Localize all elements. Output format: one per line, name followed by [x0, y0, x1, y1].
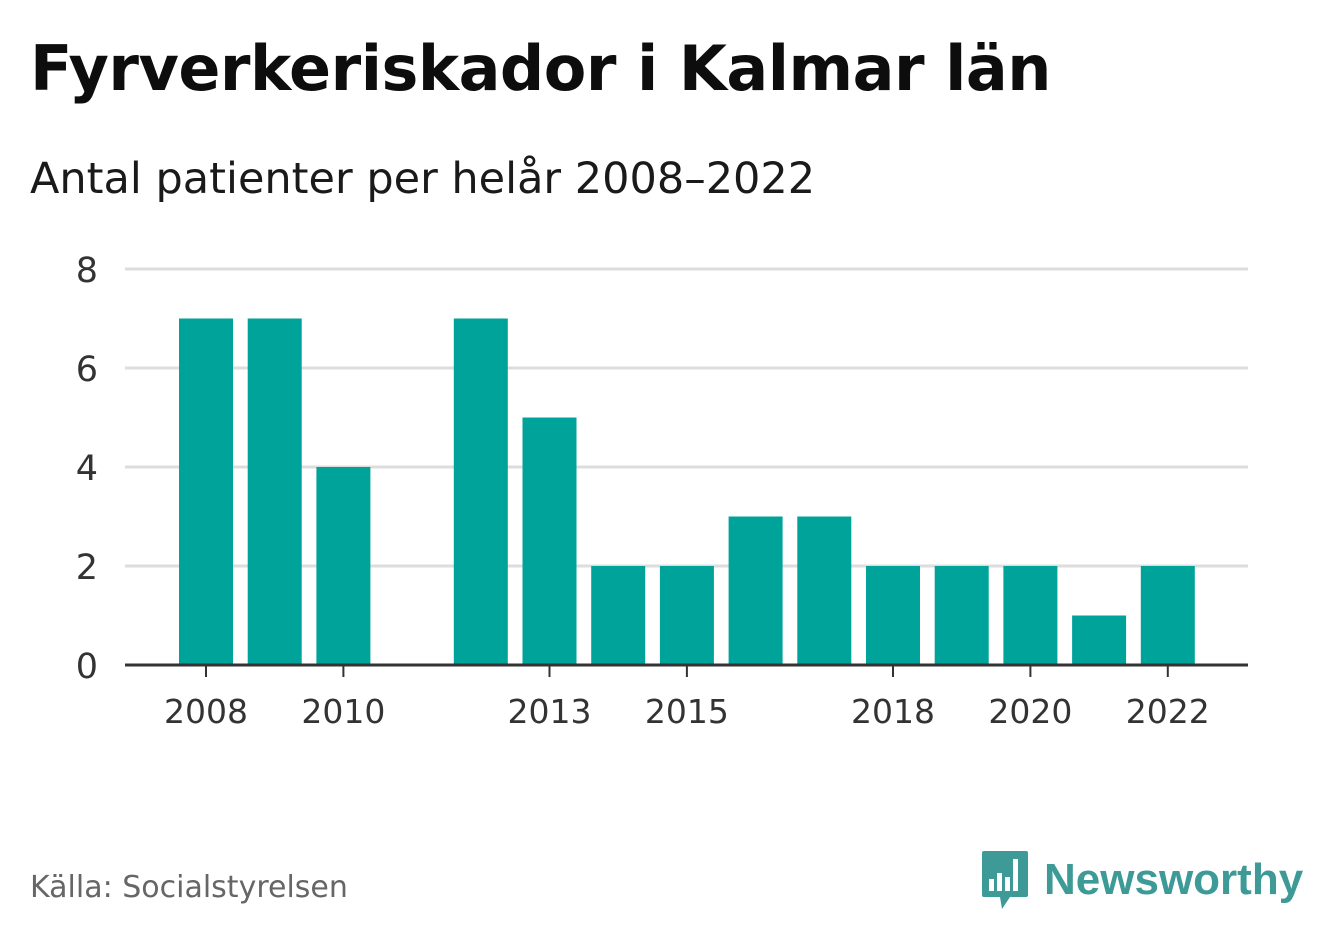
source-note: Källa: Socialstyrelsen — [30, 870, 348, 905]
axes: 0 2 4 6 8 2008 2010 2013 2015 2018 2020 2022 — [76, 251, 1248, 731]
chart-title: Fyrverkeriskador i Kalmar län — [30, 32, 1051, 105]
bar-2009 — [247, 318, 302, 665]
x-tick-label: 2015 — [645, 692, 729, 731]
bar-2020 — [1003, 566, 1058, 665]
bar-2017 — [797, 516, 852, 665]
x-tick-label: 2013 — [508, 692, 592, 731]
bar-2019 — [934, 566, 989, 665]
x-tick-label: 2020 — [988, 692, 1072, 731]
x-tick-label: 2008 — [164, 692, 248, 731]
x-tick-label: 2018 — [851, 692, 935, 731]
bar-2012 — [453, 318, 508, 665]
x-tick-label: 2022 — [1126, 692, 1210, 731]
newsworthy-logo-text: Newsworthy — [1044, 855, 1304, 904]
newsworthy-logo-icon — [982, 851, 1028, 909]
y-tick-label: 4 — [76, 449, 98, 489]
bar-2018 — [866, 566, 920, 665]
bar-2014 — [591, 566, 646, 665]
newsworthy-logo: Newsworthy — [980, 848, 1303, 912]
bar-chart: 0 2 4 6 8 2008 2010 2013 2015 2018 2020 2022 — [76, 251, 1248, 731]
bar-2008 — [179, 318, 233, 665]
y-tick-label: 6 — [76, 350, 98, 390]
chart-subtitle: Antal patienter per helår 2008–2022 — [30, 154, 816, 204]
bar-2021 — [1072, 615, 1127, 665]
y-tick-label: 8 — [76, 251, 98, 291]
x-tick-label: 2010 — [301, 692, 385, 731]
bar-2015 — [659, 566, 714, 665]
bar-2016 — [728, 516, 783, 665]
bar-2013 — [522, 417, 577, 665]
y-tick-label: 0 — [76, 647, 98, 687]
bars — [179, 318, 1195, 665]
bar-2022 — [1140, 566, 1195, 665]
y-tick-label: 2 — [76, 548, 98, 588]
bar-2010 — [316, 467, 371, 665]
